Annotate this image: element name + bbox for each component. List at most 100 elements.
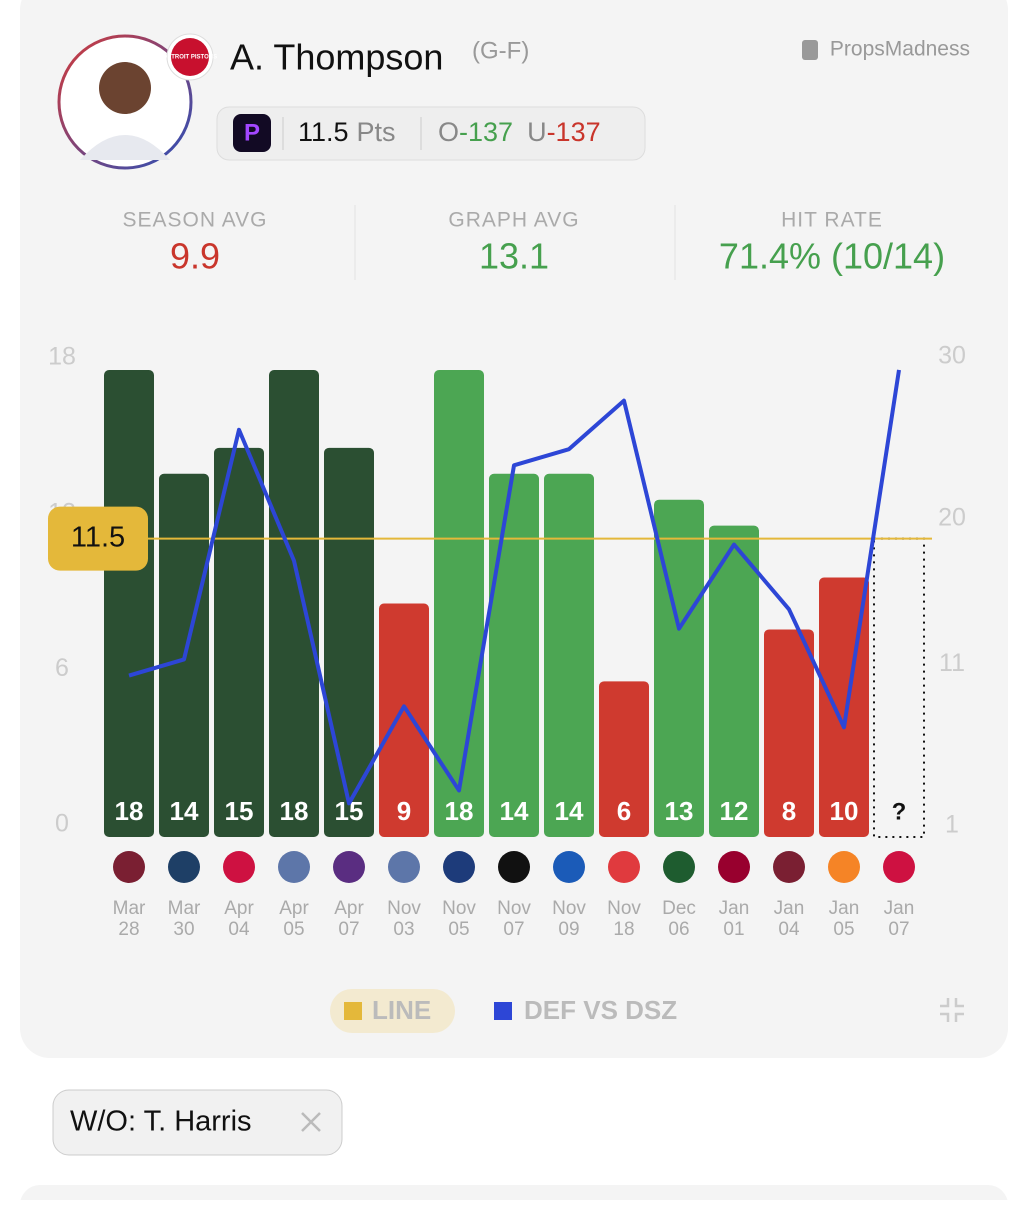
bar-label: 13	[665, 796, 694, 826]
avatar-body	[80, 135, 170, 160]
y-tick-label: 18	[48, 343, 76, 371]
bar	[214, 447, 264, 837]
bar	[269, 370, 319, 837]
legend-line-label: LINE	[372, 995, 431, 1025]
prop-pill[interactable]	[216, 106, 646, 161]
player-position: (G-F)	[472, 37, 529, 64]
filter-chip[interactable]	[52, 1089, 343, 1156]
bar	[544, 473, 594, 837]
bar	[709, 525, 759, 837]
legend-line-pill[interactable]	[330, 989, 455, 1033]
bar-label: 6	[617, 796, 631, 826]
stats: SEASON AVG 9.9 GRAPH AVG 13.1 HIT RATE 71.4% …	[123, 209, 946, 277]
team-logo	[113, 851, 145, 883]
over-label: O	[438, 117, 459, 147]
team-logo	[223, 851, 255, 883]
bar-label: 18	[280, 796, 309, 826]
x-tick-month: Apr	[334, 898, 364, 919]
book-letter: P	[244, 119, 260, 146]
team-logo	[388, 851, 420, 883]
x-tick-day: 07	[503, 919, 524, 940]
bar	[764, 629, 814, 837]
x-tick-day: 04	[228, 919, 250, 940]
team-logo	[553, 851, 585, 883]
x-tick-day: 09	[558, 919, 579, 940]
x-tick-day: 07	[338, 919, 359, 940]
team-logo	[663, 851, 695, 883]
y2-tick-label: 20	[938, 503, 966, 531]
bar	[599, 681, 649, 837]
line-label: 11.5	[71, 521, 125, 553]
bar-label: 18	[115, 796, 144, 826]
brand: PropsMadness	[830, 38, 970, 61]
x-tick-month: Jan	[719, 898, 750, 919]
x-tick-day: 05	[283, 919, 304, 940]
line-label-box	[48, 506, 148, 571]
x-tick-month: Dec	[662, 898, 696, 919]
bar-label: 10	[830, 796, 859, 826]
stat-label: GRAPH AVG	[448, 209, 579, 232]
x-tick-month: Nov	[387, 898, 421, 919]
x-tick-month: Apr	[279, 898, 309, 919]
x-tick-month: Jan	[829, 898, 860, 919]
x-tick-month: Jan	[884, 898, 915, 919]
team-logo	[498, 851, 530, 883]
x-tick-day: 18	[613, 919, 634, 940]
under-label: U	[527, 117, 547, 147]
team-logo	[333, 851, 365, 883]
bar-label: 14	[555, 796, 584, 826]
x-tick-month: Mar	[113, 898, 146, 919]
y-tick-label: 6	[55, 654, 69, 682]
team-badge-text: DETROIT PISTONS	[163, 55, 217, 61]
prop-line: 11.5	[298, 117, 349, 147]
x-tick-day: 01	[723, 919, 744, 940]
bar	[489, 473, 539, 837]
x-tick-day: 05	[833, 919, 854, 940]
bar-label: 15	[225, 796, 254, 826]
team-logo	[883, 851, 915, 883]
filter-remove[interactable]	[301, 1112, 321, 1132]
x-tick-month: Mar	[168, 898, 201, 919]
next-card	[20, 1185, 1008, 1205]
x-tick-month: Jan	[774, 898, 805, 919]
x-tick-month: Nov	[497, 898, 531, 919]
team-logo	[443, 851, 475, 883]
stat-label: SEASON AVG	[123, 209, 268, 232]
y2-tick-label: 1	[945, 811, 959, 839]
odds-text: O-137 U-137	[438, 117, 601, 147]
collapse-icon[interactable]	[940, 998, 964, 1022]
x-tick-day: 06	[668, 919, 689, 940]
y2-tick-label: 11	[939, 649, 965, 677]
pending-label: ?	[892, 798, 907, 825]
x-tick-day: 05	[448, 919, 469, 940]
def-line	[128, 369, 901, 806]
x-tick-month: Nov	[442, 898, 476, 919]
prop-text: 11.5 Pts	[298, 117, 396, 147]
team-logo	[773, 851, 805, 883]
over-odds: -137	[459, 117, 513, 147]
x-tick-month: Apr	[224, 898, 254, 919]
x-tick-day: 07	[888, 919, 909, 940]
team-logo	[168, 851, 200, 883]
under-odds: -137	[547, 117, 601, 147]
legend-series-swatch	[494, 1002, 512, 1020]
bar	[324, 447, 374, 837]
player-name: A. Thompson	[230, 37, 443, 78]
bar	[104, 370, 154, 837]
team-badge-fill	[171, 38, 209, 76]
filter-text: W/O: T. Harris	[70, 1106, 252, 1138]
x-tick-day: 28	[118, 919, 139, 940]
bar-label: 18	[445, 796, 474, 826]
avatar-head	[99, 62, 151, 114]
prop-stat: Pts	[357, 117, 396, 147]
stat-value: 13.1	[479, 236, 549, 277]
stat-value: 9.9	[170, 236, 220, 277]
y-tick-label: 0	[55, 810, 69, 838]
bar-label: 14	[170, 796, 199, 826]
bar-label: 14	[500, 796, 529, 826]
bar-label: 8	[782, 796, 796, 826]
book-icon	[233, 114, 271, 152]
legend-line-swatch	[344, 1002, 362, 1020]
